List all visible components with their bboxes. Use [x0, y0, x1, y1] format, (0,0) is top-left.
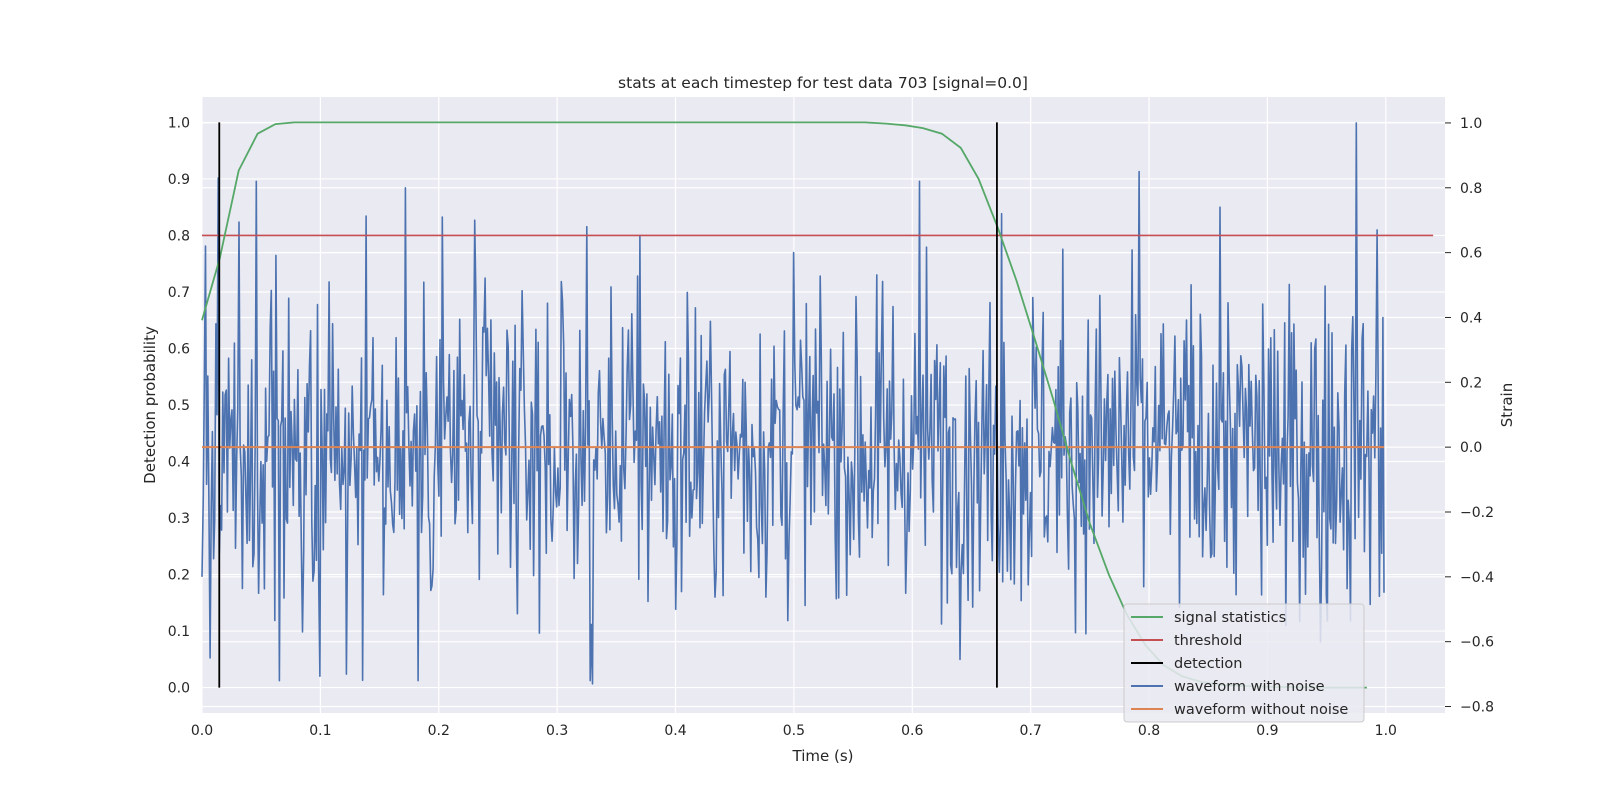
y2-tick-label: −0.6: [1460, 635, 1494, 651]
x-tick-label: 0.4: [664, 723, 686, 739]
x-tick-label: 0.2: [428, 723, 450, 739]
y2-tick-label: 0.4: [1460, 310, 1482, 326]
y-tick-label: 0.1: [168, 624, 190, 640]
chart-title: stats at each timestep for test data 703…: [618, 74, 1028, 92]
x-tick-label: 0.1: [309, 723, 331, 739]
x-tick-label: 0.0: [191, 723, 213, 739]
y-tick-label: 0.6: [168, 341, 190, 357]
tick-layer: 0.0 0.1 0.2 0.3 0.4 0.5 0.6 0.7 0.8 0.9 1.0 0.0 0.1 0…: [168, 115, 1494, 739]
legend-box: [1123, 603, 1365, 723]
legend: signal statistics threshold detection wa…: [1123, 603, 1365, 723]
y-tick-label: 1.0: [168, 115, 190, 131]
y-axis-label: Detection probability: [141, 326, 159, 484]
x-axis-label: Time (s): [792, 747, 854, 765]
x-tick-label: 0.6: [901, 723, 923, 739]
y-tick-label: 0.4: [168, 455, 190, 471]
y-tick-label: 0.2: [168, 568, 190, 584]
y2-tick-label: 0.6: [1460, 246, 1482, 262]
y2-axis-label: Strain: [1498, 383, 1516, 427]
y2-tick-label: −0.2: [1460, 505, 1494, 521]
y-tick-label: 0.8: [168, 228, 190, 244]
y2-tick-label: −0.4: [1460, 570, 1494, 586]
legend-label-waveform-without-noise: waveform without noise: [1174, 702, 1348, 718]
x-tick-label: 0.3: [546, 723, 568, 739]
legend-label-signal-statistics: signal statistics: [1174, 610, 1286, 626]
y2-tick-label: 1.0: [1460, 116, 1482, 132]
x-tick-label: 0.9: [1256, 723, 1278, 739]
x-tick-label: 0.8: [1138, 723, 1160, 739]
y-tick-label: 0.3: [168, 511, 190, 527]
legend-label-detection: detection: [1174, 656, 1242, 672]
y2-tick-label: 0.8: [1460, 181, 1482, 197]
y2-tick-label: 0.0: [1460, 440, 1482, 456]
y2-tick-label: −0.8: [1460, 700, 1494, 716]
legend-label-threshold: threshold: [1174, 633, 1242, 649]
y-tick-label: 0.7: [168, 285, 190, 301]
y-tick-label: 0.5: [168, 398, 190, 414]
y-tick-label: 0.0: [168, 681, 190, 697]
x-tick-label: 1.0: [1375, 723, 1397, 739]
legend-label-waveform-with-noise: waveform with noise: [1174, 679, 1325, 695]
x-tick-label: 0.5: [783, 723, 805, 739]
y2-tick-label: 0.2: [1460, 375, 1482, 391]
x-tick-label: 0.7: [1020, 723, 1042, 739]
y-tick-label: 0.9: [168, 172, 190, 188]
